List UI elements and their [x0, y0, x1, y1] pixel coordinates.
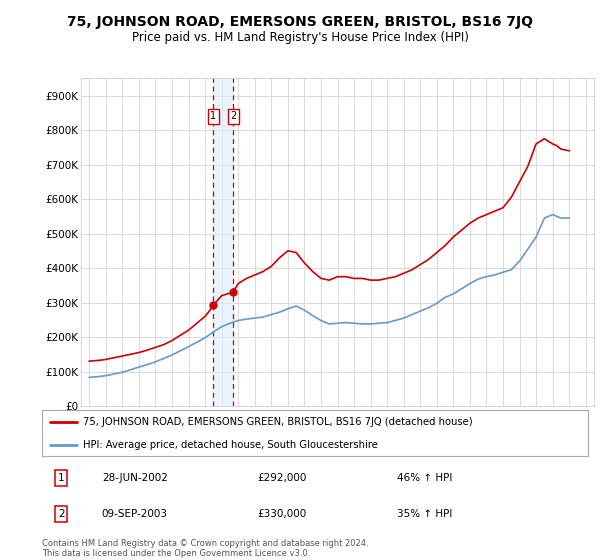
- Text: 28-JUN-2002: 28-JUN-2002: [102, 473, 168, 483]
- Text: 1: 1: [58, 473, 64, 483]
- Text: £330,000: £330,000: [257, 508, 307, 519]
- Text: Contains HM Land Registry data © Crown copyright and database right 2024.
This d: Contains HM Land Registry data © Crown c…: [42, 539, 368, 558]
- Text: 46% ↑ HPI: 46% ↑ HPI: [397, 473, 452, 483]
- Text: 75, JOHNSON ROAD, EMERSONS GREEN, BRISTOL, BS16 7JQ (detached house): 75, JOHNSON ROAD, EMERSONS GREEN, BRISTO…: [83, 417, 473, 427]
- Text: 1: 1: [210, 111, 216, 122]
- Text: 75, JOHNSON ROAD, EMERSONS GREEN, BRISTOL, BS16 7JQ: 75, JOHNSON ROAD, EMERSONS GREEN, BRISTO…: [67, 15, 533, 29]
- Text: Price paid vs. HM Land Registry's House Price Index (HPI): Price paid vs. HM Land Registry's House …: [131, 31, 469, 44]
- Text: 35% ↑ HPI: 35% ↑ HPI: [397, 508, 452, 519]
- Text: 2: 2: [230, 111, 236, 122]
- Bar: [213, 78, 233, 406]
- Text: 2: 2: [58, 508, 64, 519]
- Text: HPI: Average price, detached house, South Gloucestershire: HPI: Average price, detached house, Sout…: [83, 440, 378, 450]
- Text: 09-SEP-2003: 09-SEP-2003: [102, 508, 168, 519]
- Text: £292,000: £292,000: [257, 473, 307, 483]
